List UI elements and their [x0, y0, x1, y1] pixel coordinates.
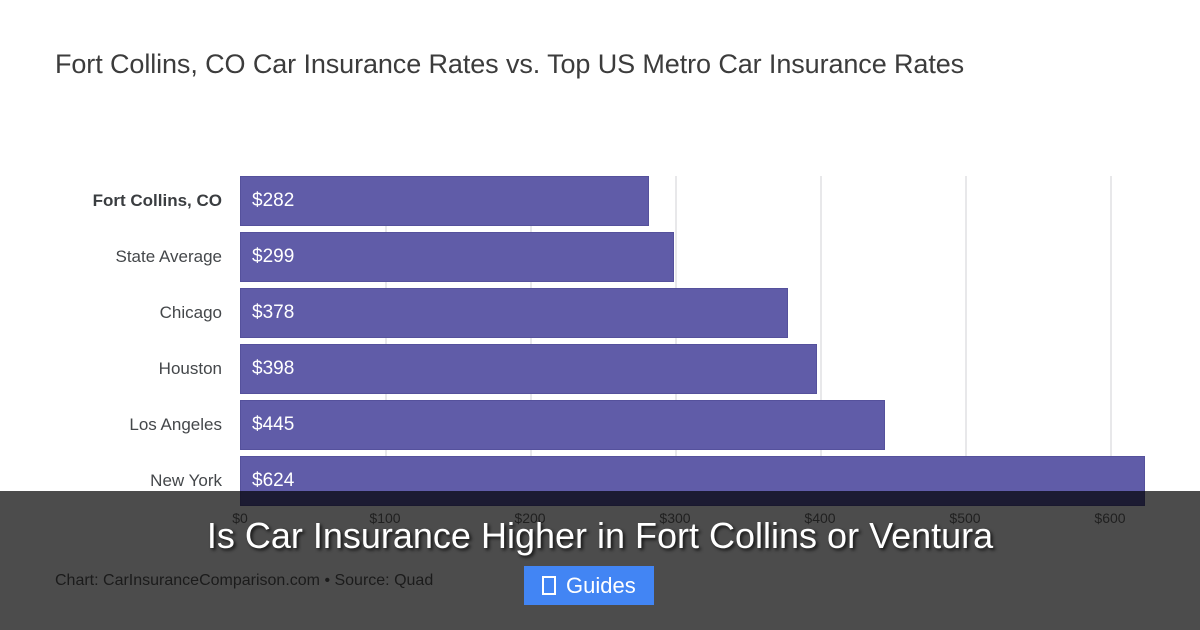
- bar-3[interactable]: [240, 344, 818, 394]
- guides-badge[interactable]: Guides: [524, 566, 654, 605]
- bar-0[interactable]: [240, 176, 649, 226]
- guides-badge-label: Guides: [566, 573, 636, 598]
- bar-row[interactable]: $445: [240, 400, 1145, 450]
- y-axis-label-1: State Average: [115, 247, 223, 266]
- bar-row[interactable]: $398: [240, 344, 1145, 394]
- bar-value-label-3: $398: [252, 358, 295, 379]
- bar-chart-plot: Fort Collins, CO State Average Chicago Hous…: [0, 170, 1200, 526]
- bar-row[interactable]: $282: [240, 176, 1145, 226]
- y-axis-label-2: Chicago: [159, 303, 222, 322]
- bar-value-label-1: $299: [252, 246, 295, 267]
- bar-value-label-2: $378: [252, 302, 295, 323]
- bar-value-label-0: $282: [252, 190, 295, 211]
- bar-2[interactable]: [240, 288, 789, 338]
- y-axis-labels: Fort Collins, CO State Average Chicago Hous…: [0, 170, 230, 506]
- y-axis-label-3: Houston: [158, 359, 222, 378]
- overlay-headline: Is Car Insurance Higher in Fort Collins …: [206, 515, 994, 556]
- y-axis-label-5: New York: [150, 471, 222, 490]
- box-glyph-icon: [542, 576, 556, 595]
- bar-row[interactable]: $299: [240, 232, 1145, 282]
- bar-1[interactable]: [240, 232, 674, 282]
- plot-area: $282 $299 $378 $398 $445 $624: [240, 170, 1145, 506]
- y-axis-label-4: Los Angeles: [129, 415, 222, 434]
- chart-title: Fort Collins, CO Car Insurance Rates vs.…: [55, 49, 965, 79]
- bar-4[interactable]: [240, 400, 886, 450]
- bar-value-label-4: $445: [252, 414, 295, 435]
- y-axis-label-0: Fort Collins, CO: [92, 191, 222, 210]
- bars-group: $282 $299 $378 $398 $445 $624: [240, 170, 1145, 506]
- bar-row[interactable]: $378: [240, 288, 1145, 338]
- bar-value-label-5: $624: [252, 470, 295, 491]
- overlay-band: [0, 491, 1200, 630]
